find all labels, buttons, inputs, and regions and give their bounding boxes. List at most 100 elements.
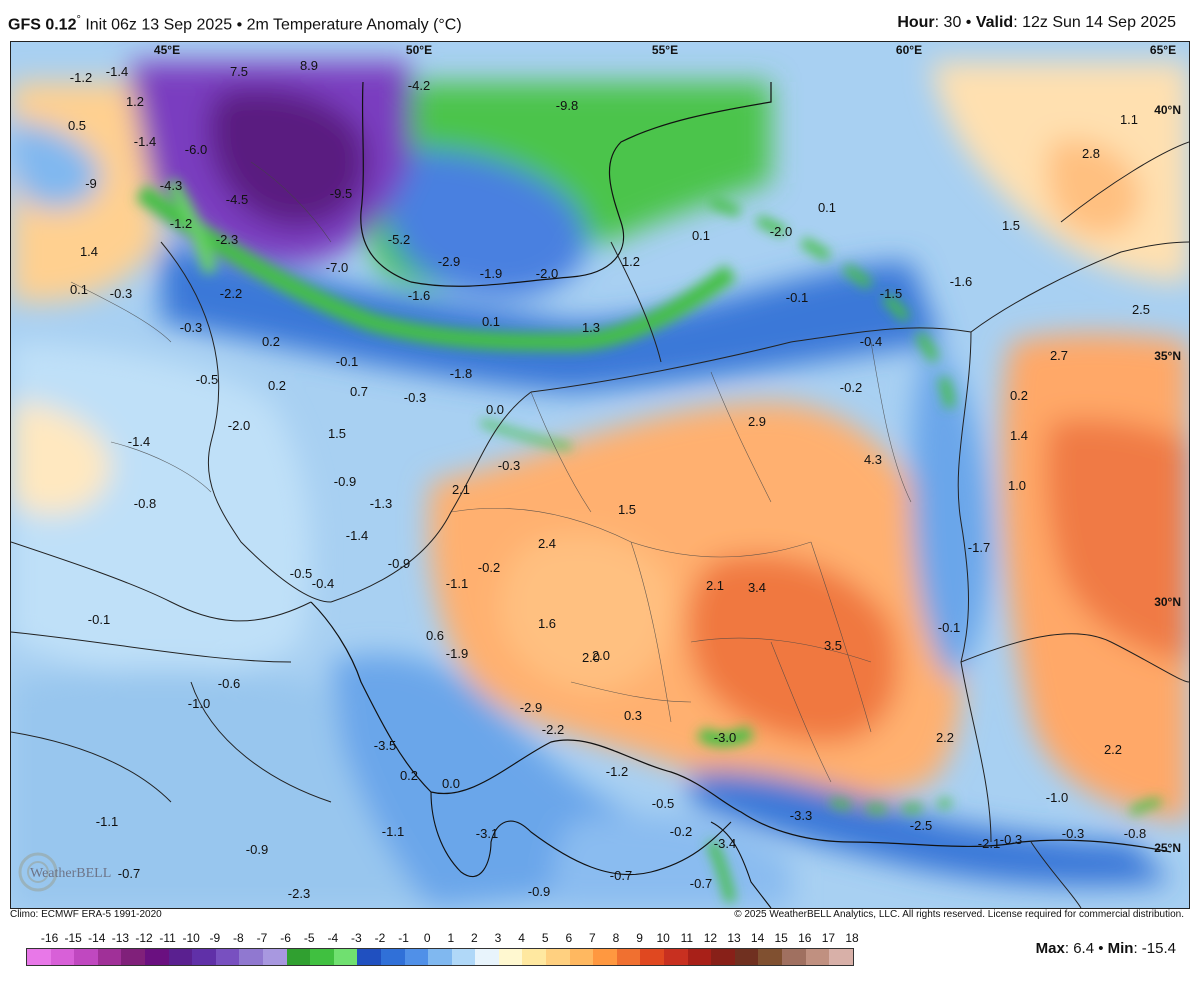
anomaly-value: 2.2 (936, 730, 954, 745)
anomaly-value: -7.0 (326, 260, 348, 275)
oman-coastline (710, 821, 772, 908)
anomaly-value: -0.2 (840, 380, 862, 395)
colorbar-swatch (380, 949, 405, 965)
colorbar-swatch (475, 949, 499, 965)
anomaly-value: 0.2 (1010, 388, 1028, 403)
anomaly-value: -1.3 (370, 496, 392, 511)
longitude-label: 50°E (406, 43, 432, 57)
longitude-label: 60°E (896, 43, 922, 57)
colorbar-swatch (498, 949, 523, 965)
anomaly-value: -3.0 (714, 730, 736, 745)
colorbar-swatch (805, 949, 830, 965)
anomaly-value: 2.1 (706, 578, 724, 593)
anomaly-value: 0.1 (482, 314, 500, 329)
anomaly-value: -9.8 (556, 98, 578, 113)
anomaly-map: -1.2 -1.4 7.5 8.9 -4.2 -9.8 1.2 0.5 -1.4 -6.0 -4.3… (10, 41, 1190, 909)
anomaly-value: -2.9 (520, 700, 542, 715)
anomaly-value: -1.4 (128, 434, 150, 449)
anomaly-value: -0.9 (388, 556, 410, 571)
anomaly-value: 3.5 (824, 638, 842, 653)
colorbar-swatch (97, 949, 122, 965)
anomaly-value: -2.2 (542, 722, 564, 737)
anomaly-value: -1.6 (408, 288, 430, 303)
colorbar-swatch (310, 949, 334, 965)
min-value: : -15.4 (1133, 940, 1176, 957)
anomaly-value: -2.0 (770, 224, 792, 239)
anomaly-value: -3.3 (790, 808, 812, 823)
anomaly-value: 0.7 (350, 384, 368, 399)
anomaly-value: 1.4 (1010, 428, 1028, 443)
coordinate-labels: 45°E 50°E 55°E 60°E 65°E 40°N 35°N 30°N 25°N (154, 43, 1181, 855)
colorbar-tick: -14 (88, 931, 106, 945)
anomaly-value: -0.8 (134, 496, 156, 511)
copyright-note: © 2025 WeatherBELL Analytics, LLC. All r… (734, 909, 1184, 920)
anomaly-value: 0.2 (262, 334, 280, 349)
anomaly-value: -0.1 (336, 354, 358, 369)
anomaly-value: -4.3 (160, 178, 182, 193)
anomaly-value: -0.1 (88, 612, 110, 627)
anomaly-value: -0.1 (786, 290, 808, 305)
green-cold-streaks (135, 178, 1162, 904)
anomaly-value: -0.9 (334, 474, 356, 489)
anomaly-value: -1.8 (450, 366, 472, 381)
anomaly-value: -0.9 (528, 884, 550, 899)
colorbar-swatch (569, 949, 594, 965)
anomaly-value: -1.4 (346, 528, 368, 543)
colorbar-tick: 17 (821, 931, 836, 945)
province-borders (70, 161, 912, 783)
anomaly-value: -2.2 (220, 286, 242, 301)
colorbar-tick: 14 (750, 931, 765, 945)
colorbar-swatch (687, 949, 712, 965)
colorbar-tick: -12 (135, 931, 153, 945)
anomaly-value: 2.8 (1082, 146, 1100, 161)
anomaly-value: -9 (85, 176, 97, 191)
colorbar-swatch (168, 949, 193, 965)
anomaly-value: -0.7 (610, 868, 632, 883)
anomaly-value: 1.0 (1008, 478, 1026, 493)
valid-time: Hour: 30 • Valid: 12z Sun 14 Sep 2025 (897, 14, 1176, 32)
anomaly-value: -0.3 (1062, 826, 1084, 841)
logo-graphic: WeatherBELL (18, 852, 111, 892)
colorbar-swatch (428, 949, 452, 965)
anomaly-value: -0.3 (1000, 832, 1022, 847)
anomaly-value: 1.5 (618, 502, 636, 517)
colorbar-tick: -15 (64, 931, 82, 945)
colorbar-tick: 7 (589, 931, 596, 945)
colorbar-swatch (522, 949, 547, 965)
colorbar-legend: -16 -15 -14 -13 -12 -11 -10 -9 -8 -7 -6 -5 -4 -3 -2 -1 0… (26, 931, 859, 969)
colorbar-tick: 0 (423, 931, 431, 945)
anomaly-value: 2.9 (748, 414, 766, 429)
anomaly-value: -1.1 (96, 814, 118, 829)
anomaly-value: 1.5 (328, 426, 346, 441)
longitude-label: 65°E (1150, 43, 1176, 57)
anomaly-value: -2.0 (536, 266, 558, 281)
colorbar-swatch (74, 949, 98, 965)
valid-value: : 12z Sun 14 Sep 2025 (1013, 14, 1176, 31)
anomaly-value: 1.2 (622, 254, 640, 269)
anomaly-value: -0.3 (498, 458, 520, 473)
colorbar-tick: -13 (111, 931, 130, 945)
colorbar-swatch (239, 949, 263, 965)
logo-text: WeatherBELL (30, 866, 111, 881)
colorbar-strip (26, 948, 854, 966)
anomaly-value: 0.2 (268, 378, 286, 393)
colorbar-tick: 18 (845, 931, 859, 945)
anomaly-value: -0.1 (938, 620, 960, 635)
colorbar-tick: 12 (703, 931, 718, 945)
colorbar-tick: 10 (656, 931, 670, 945)
anomaly-value: -3.4 (714, 836, 736, 851)
anomaly-value: -0.4 (312, 576, 334, 591)
colorbar-tick: 13 (727, 931, 741, 945)
colorbar-swatch (782, 949, 806, 965)
anomaly-value: -1.6 (950, 274, 972, 289)
anomaly-value: -4.5 (226, 192, 248, 207)
anomaly-value: -1.2 (606, 764, 628, 779)
colorbar-tick-labels: -16 -15 -14 -13 -12 -11 -10 -9 -8 -7 -6 -5 -4 -3 -2 -1 0… (26, 931, 859, 947)
colorbar-swatch (640, 949, 665, 965)
climo-note: Climo: ECMWF ERA-5 1991-2020 (10, 909, 162, 920)
max-min-summary: Max: 6.4 • Min: -15.4 (1036, 940, 1176, 957)
colorbar-tick: -1 (398, 931, 409, 945)
colorbar-tick: 5 (541, 931, 549, 945)
anomaly-value: 1.6 (538, 616, 556, 631)
anomaly-value: 2.4 (538, 536, 556, 551)
